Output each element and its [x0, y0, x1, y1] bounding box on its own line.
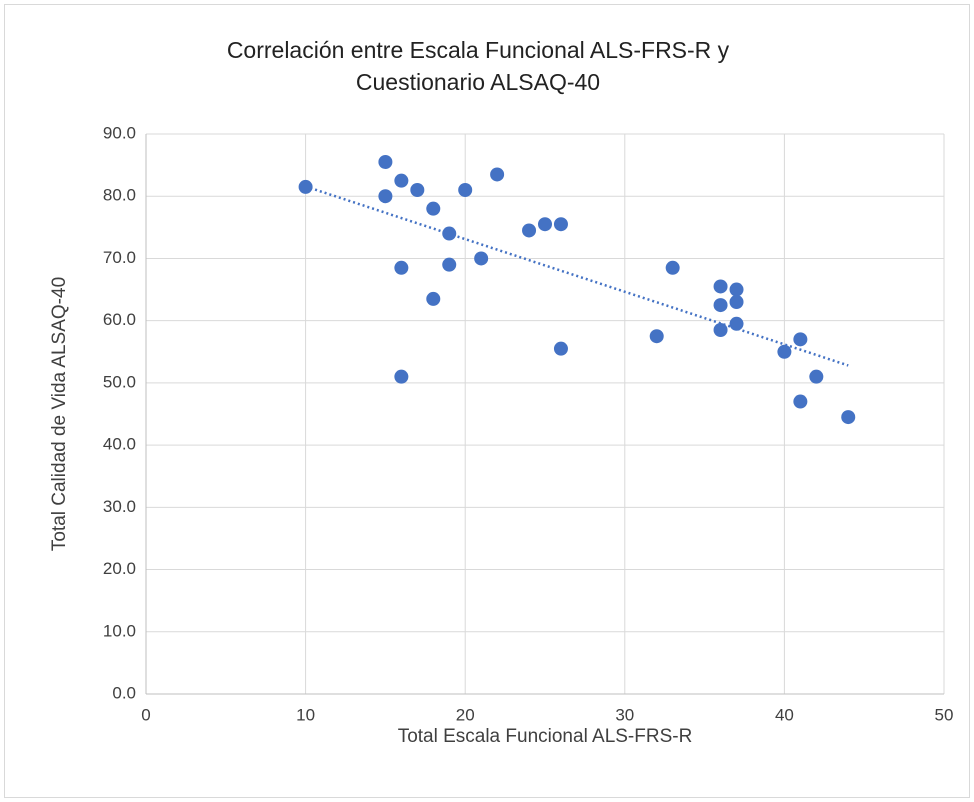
y-tick-label: 60.0 — [103, 310, 136, 329]
data-point — [553, 341, 568, 356]
data-point — [522, 223, 537, 238]
x-tick-label: 10 — [296, 705, 315, 724]
data-point — [729, 282, 744, 297]
data-point — [378, 155, 393, 169]
x-axis-label: Total Escala Funcional ALS-FRS-R — [398, 726, 693, 747]
data-point — [426, 201, 441, 216]
data-point — [841, 410, 856, 425]
y-tick-label: 80.0 — [103, 186, 136, 205]
data-point — [394, 260, 409, 275]
data-point — [793, 332, 808, 347]
y-axis-label: Total Calidad de Vida ALSAQ-40 — [49, 277, 70, 551]
data-point — [777, 344, 792, 359]
x-tick-label: 40 — [775, 705, 794, 724]
data-point — [729, 295, 744, 309]
y-tick-label: 30.0 — [103, 497, 136, 516]
data-point — [538, 217, 552, 232]
data-point — [793, 394, 808, 409]
data-point — [809, 369, 824, 384]
data-point — [553, 217, 568, 232]
data-point — [410, 183, 425, 197]
chart-title: Correlación entre Escala Funcional ALS-F… — [226, 37, 730, 95]
data-point — [442, 257, 457, 272]
y-tick-label: 0.0 — [112, 683, 136, 702]
data-point — [394, 173, 409, 188]
x-tick-label: 30 — [615, 705, 634, 724]
data-point — [713, 323, 728, 337]
data-point — [474, 251, 489, 266]
x-tick-label: 50 — [935, 705, 954, 724]
data-point — [458, 183, 473, 197]
y-tick-label: 20.0 — [103, 559, 136, 578]
y-tick-label: 90.0 — [103, 123, 136, 142]
data-point — [426, 291, 441, 306]
data-point — [394, 369, 409, 384]
data-point — [649, 329, 664, 344]
data-point — [665, 260, 680, 275]
x-tick-label: 20 — [456, 705, 475, 724]
chart-border — [4, 4, 970, 798]
data-point — [713, 298, 728, 313]
y-tick-label: 50.0 — [103, 372, 136, 391]
data-point — [713, 279, 728, 294]
data-point — [490, 167, 505, 182]
trendline — [305, 185, 849, 367]
y-tick-label: 10.0 — [103, 621, 136, 640]
data-point — [378, 189, 393, 204]
y-tick-label: 40.0 — [103, 435, 136, 454]
x-tick-label: 0 — [141, 705, 150, 724]
y-tick-label: 70.0 — [103, 248, 136, 267]
data-point — [729, 316, 744, 331]
